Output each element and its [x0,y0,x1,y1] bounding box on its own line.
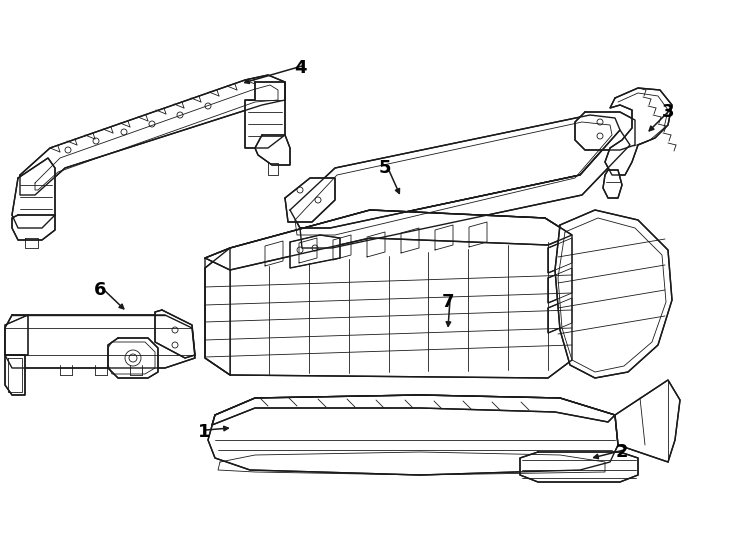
Polygon shape [548,298,572,333]
Polygon shape [290,235,340,268]
Text: 2: 2 [616,443,628,461]
Polygon shape [255,135,290,165]
Polygon shape [555,210,672,378]
Polygon shape [520,452,638,482]
Polygon shape [605,88,672,175]
Polygon shape [603,170,622,198]
Text: 1: 1 [197,423,210,441]
Text: 5: 5 [379,159,391,177]
Polygon shape [212,395,615,425]
Polygon shape [205,210,572,270]
Polygon shape [245,82,285,148]
Polygon shape [575,112,635,150]
Text: 4: 4 [294,59,306,77]
Polygon shape [155,310,195,358]
Polygon shape [5,315,28,355]
Polygon shape [20,75,285,195]
Text: 3: 3 [662,103,675,121]
Polygon shape [548,268,572,303]
Polygon shape [208,395,618,475]
Polygon shape [12,215,55,240]
Polygon shape [5,355,25,395]
Polygon shape [205,210,572,378]
Polygon shape [285,178,335,222]
Polygon shape [108,338,158,378]
Polygon shape [615,380,680,462]
Polygon shape [5,315,195,368]
Polygon shape [300,130,630,248]
Text: 7: 7 [442,293,454,311]
Polygon shape [548,238,572,273]
Polygon shape [290,115,620,228]
Text: 6: 6 [94,281,106,299]
Polygon shape [12,158,55,228]
